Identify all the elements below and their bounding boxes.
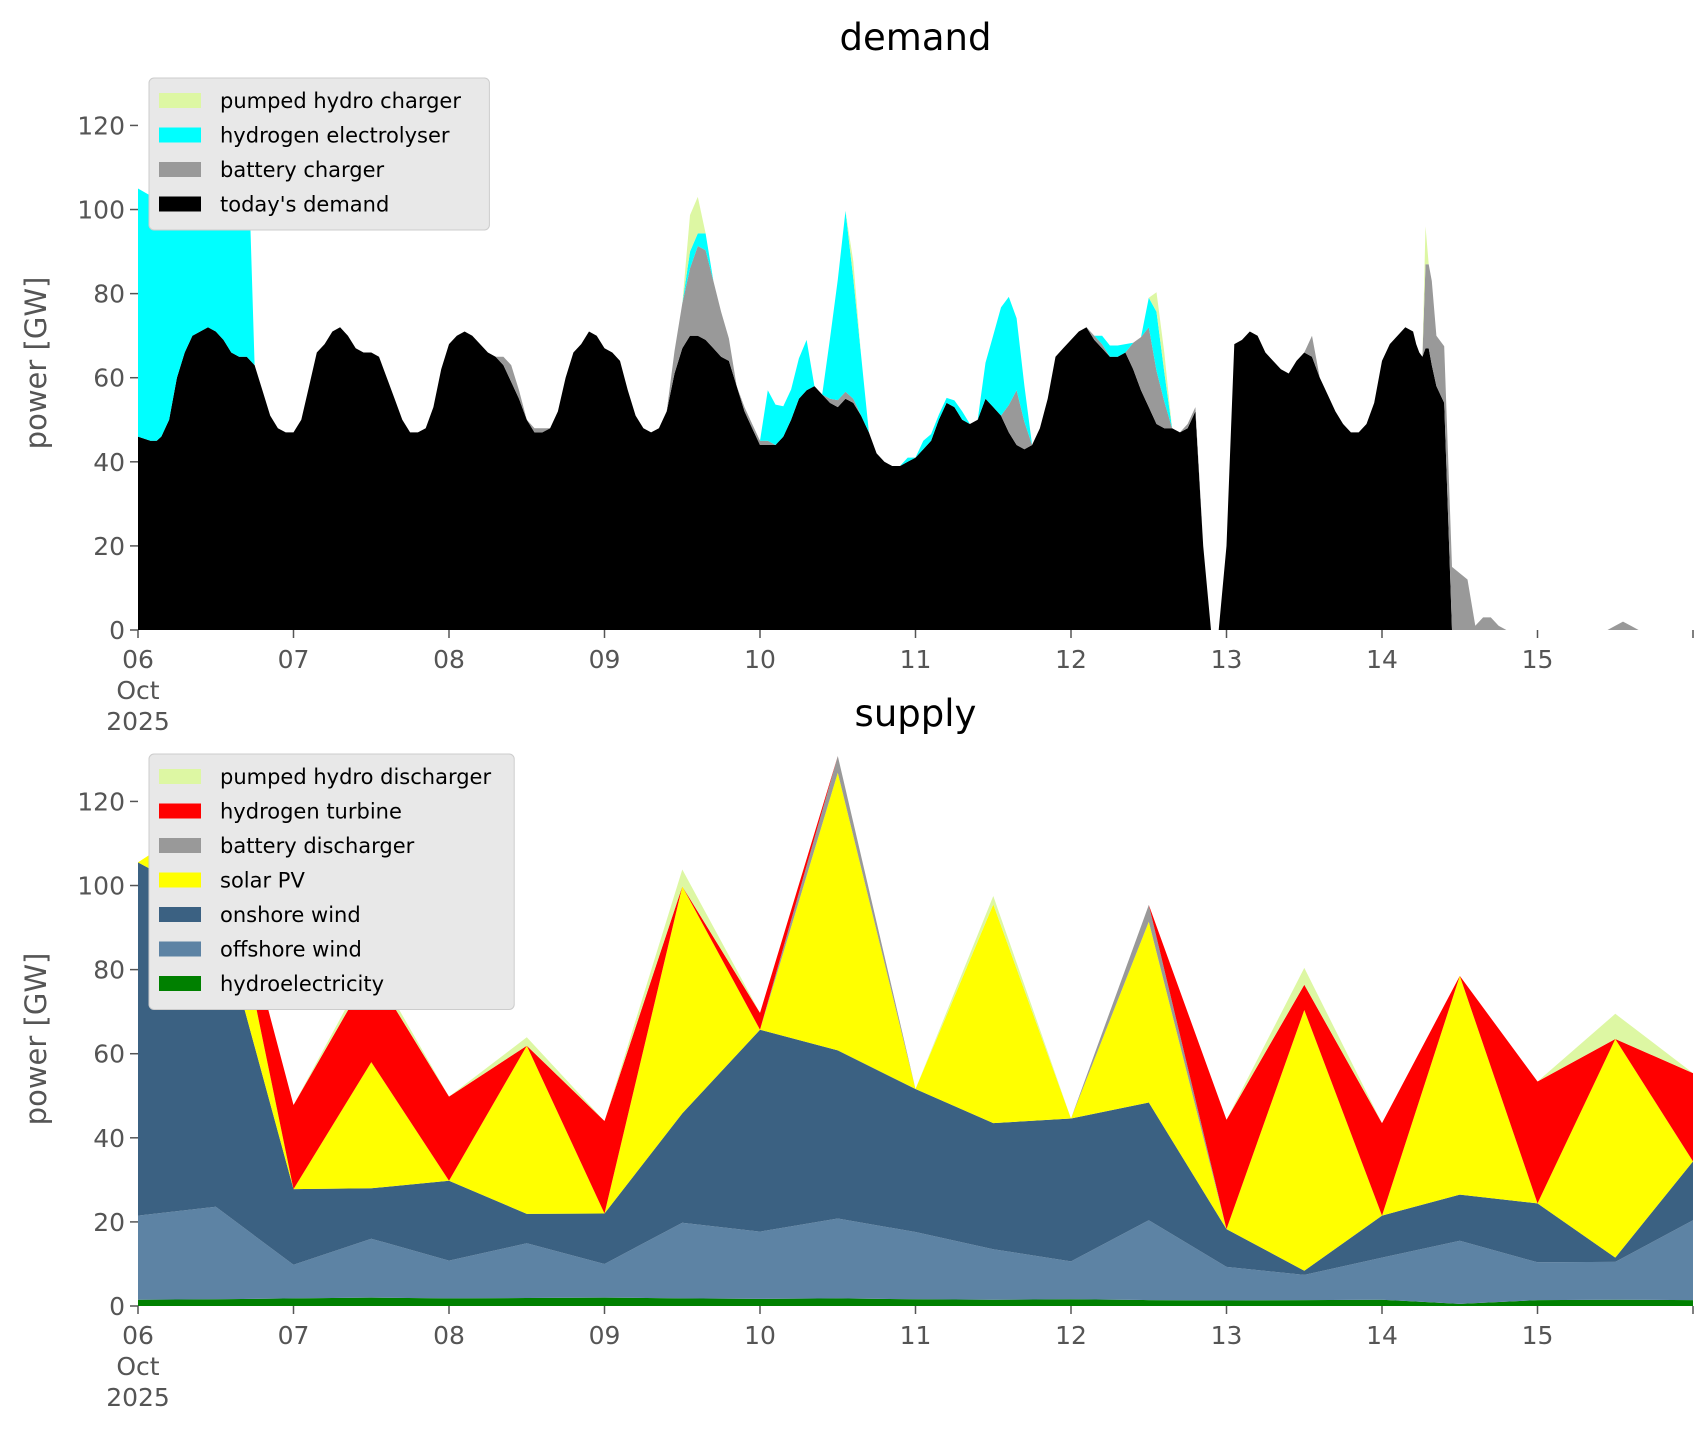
y-axis: 0 20 40 60 80 100 120 power [GW] — [19, 111, 138, 645]
y-tick-label: 20 — [93, 532, 125, 561]
x-tick-label: 11 — [900, 1321, 932, 1350]
x-tick-label: 09 — [589, 1321, 621, 1350]
legend-swatch — [159, 162, 201, 177]
legend-entry: today's demand — [220, 193, 389, 217]
legend: pumped hydro discharger hydrogen turbine b… — [148, 753, 515, 1010]
legend-swatch — [159, 872, 201, 888]
x-tick-label: 11 — [900, 645, 932, 674]
legend-swatch — [159, 838, 201, 853]
legend: pumped hydro charger hydrogen electrolyse… — [148, 77, 490, 231]
x-tick-label: 14 — [1366, 645, 1398, 674]
y-axis-label: power [GW] — [19, 277, 53, 450]
x-tick-label: 07 — [278, 645, 310, 674]
area-layers — [138, 88, 1693, 630]
x-tick-label: 15 — [1522, 645, 1554, 674]
legend-swatch — [159, 769, 201, 784]
legend-box — [148, 753, 515, 1010]
x-tick-label: 13 — [1211, 645, 1243, 674]
legend-box — [148, 77, 490, 231]
y-tick-label: 120 — [77, 787, 125, 816]
legend-entry: hydrogen turbine — [220, 800, 402, 824]
y-tick-label: 100 — [77, 872, 125, 901]
x-tick-label: 07 — [278, 1321, 310, 1350]
x-tick-label: 15 — [1522, 1321, 1554, 1350]
x-tick-label: 12 — [1055, 1321, 1087, 1350]
area-today-s-demand — [138, 327, 1693, 630]
chart-title: supply — [855, 692, 977, 735]
area-layers — [138, 756, 1693, 1306]
chart-title: demand — [840, 16, 992, 59]
x-tick-label: 06 — [122, 1321, 154, 1350]
x-tick-label: 06 — [122, 645, 154, 674]
area-hydrogen-turbine — [138, 756, 1693, 1230]
x-tick-label-month: Oct — [116, 676, 159, 705]
area-onshore-wind — [138, 862, 1693, 1275]
y-tick-label: 80 — [93, 280, 125, 309]
y-tick-label: 40 — [93, 1124, 125, 1153]
legend-entry: hydroelectricity — [220, 972, 384, 996]
x-tick-label-month: Oct — [116, 1352, 159, 1381]
y-tick-label: 20 — [93, 1208, 125, 1237]
y-tick-label: 0 — [109, 616, 125, 645]
x-tick-label: 13 — [1211, 1321, 1243, 1350]
y-tick-label: 40 — [93, 448, 125, 477]
x-tick-label: 08 — [433, 645, 465, 674]
legend-entry: onshore wind — [220, 903, 361, 927]
y-axis-label: power [GW] — [19, 953, 53, 1126]
area-offshore-wind — [138, 1206, 1693, 1304]
x-tick-label-year: 2025 — [106, 1383, 170, 1412]
legend-swatch — [159, 93, 201, 108]
area-hydroelectricity — [138, 1297, 1693, 1306]
y-tick-label: 60 — [93, 1040, 125, 1069]
legend-swatch — [159, 941, 201, 957]
y-tick-label: 0 — [109, 1292, 125, 1321]
y-tick-label: 120 — [77, 111, 125, 140]
legend-swatch — [159, 907, 201, 922]
x-tick-label: 08 — [433, 1321, 465, 1350]
x-tick-label: 10 — [744, 645, 776, 674]
x-tick-label: 12 — [1055, 645, 1087, 674]
legend-swatch — [159, 196, 201, 212]
legend-entry: hydrogen electrolyser — [220, 124, 450, 148]
y-axis: 0 20 40 60 80 100 120 power [GW] — [19, 787, 138, 1321]
legend-swatch — [159, 127, 201, 143]
area-solar-pv — [138, 772, 1693, 1271]
legend-entry: offshore wind — [220, 938, 362, 962]
panel-demand: demand 0 20 40 60 80 100 120 power [GW] 06Oct2025… — [19, 16, 1694, 736]
x-tick-label: 09 — [589, 645, 621, 674]
legend-entry: solar PV — [220, 869, 305, 893]
legend-entry: pumped hydro charger — [220, 89, 461, 113]
y-tick-label: 100 — [77, 196, 125, 225]
x-tick-label: 14 — [1366, 1321, 1398, 1350]
legend-entry: battery discharger — [220, 834, 415, 858]
x-tick-label-year: 2025 — [106, 707, 170, 736]
legend-swatch — [159, 976, 201, 991]
legend-entry: battery charger — [220, 158, 385, 182]
x-tick-label: 10 — [744, 1321, 776, 1350]
legend-swatch — [159, 803, 201, 819]
legend-entry: pumped hydro discharger — [220, 765, 491, 789]
y-tick-label: 80 — [93, 956, 125, 985]
y-tick-label: 60 — [93, 364, 125, 393]
